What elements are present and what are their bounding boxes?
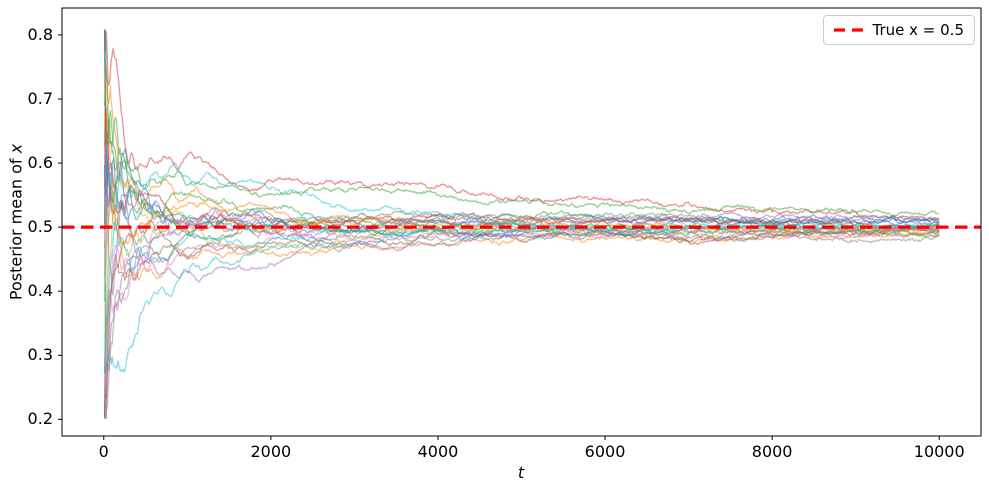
y-axis-label-prefix: Posterior mean of (6, 153, 26, 301)
y-tick-label: 0.2 (27, 409, 53, 429)
x-tick-label: 2000 (250, 442, 292, 461)
x-tick-label: 4000 (417, 442, 459, 461)
x-tick-label: 6000 (584, 442, 626, 461)
y-tick-label: 0.4 (27, 281, 53, 301)
y-axis-label-var: x (6, 143, 26, 154)
legend: True x = 0.5 (822, 15, 975, 45)
x-tick-label: 0 (98, 442, 109, 461)
legend-label: True x = 0.5 (872, 21, 964, 39)
y-tick-label: 0.7 (27, 88, 53, 108)
dashed-line-icon (833, 28, 863, 32)
x-tick-label: 10000 (913, 442, 965, 461)
y-tick-label: 0.6 (27, 153, 53, 173)
y-tick-label: 0.3 (27, 345, 53, 365)
y-tick-label: 0.5 (27, 217, 53, 237)
x-axis-label-var: t (517, 463, 525, 482)
x-axis-label: t (518, 463, 524, 482)
y-axis-label: Posterior mean of x (7, 144, 26, 300)
y-tick-label: 0.8 (27, 24, 53, 44)
x-tick-label: 8000 (751, 442, 793, 461)
